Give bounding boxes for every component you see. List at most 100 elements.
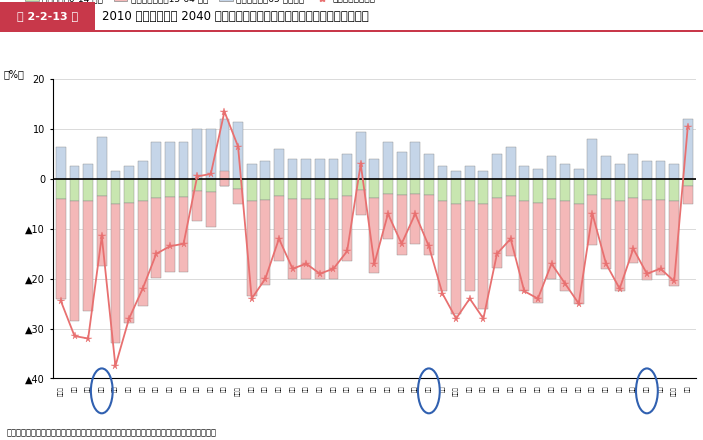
Bar bbox=[70, 166, 79, 179]
Bar bbox=[520, 202, 529, 291]
Text: 東京: 東京 bbox=[221, 386, 227, 392]
Text: 栃木: 栃木 bbox=[167, 386, 173, 392]
Bar bbox=[233, 179, 243, 189]
Bar bbox=[124, 203, 134, 323]
Bar bbox=[437, 166, 447, 179]
Bar bbox=[260, 179, 270, 200]
Bar bbox=[260, 161, 270, 179]
Bar bbox=[342, 154, 352, 179]
Text: 千葉: 千葉 bbox=[208, 386, 214, 392]
Bar bbox=[138, 161, 148, 179]
Bar bbox=[520, 179, 529, 202]
Bar bbox=[642, 161, 652, 179]
Bar bbox=[601, 179, 611, 199]
Bar bbox=[56, 147, 66, 179]
Bar bbox=[656, 200, 666, 275]
Bar bbox=[683, 179, 692, 187]
Bar bbox=[451, 204, 461, 314]
Bar bbox=[601, 157, 611, 179]
Bar bbox=[165, 198, 175, 272]
Text: 第 2-2-13 図: 第 2-2-13 図 bbox=[17, 11, 78, 22]
Bar bbox=[110, 172, 120, 179]
Bar bbox=[124, 179, 134, 203]
Text: 香川: 香川 bbox=[549, 386, 554, 392]
Bar bbox=[424, 179, 434, 195]
Bar bbox=[396, 179, 406, 195]
Bar bbox=[628, 179, 638, 198]
Text: 2010 年と比較した 2040 年の都道府県別人口増加率及び年齢階級別寄与度: 2010 年と比較した 2040 年の都道府県別人口増加率及び年齢階級別寄与度 bbox=[102, 10, 368, 23]
Bar bbox=[356, 179, 366, 190]
Bar bbox=[383, 142, 393, 179]
Bar bbox=[396, 151, 406, 179]
Bar bbox=[288, 199, 297, 279]
Bar bbox=[110, 179, 120, 204]
Text: 島根: 島根 bbox=[481, 386, 486, 392]
Bar bbox=[533, 169, 543, 179]
Text: 石川: 石川 bbox=[276, 386, 282, 392]
Bar bbox=[588, 139, 598, 179]
Text: 神奈川: 神奈川 bbox=[236, 386, 241, 396]
Bar bbox=[505, 179, 515, 196]
Bar bbox=[560, 179, 570, 202]
Bar bbox=[547, 179, 556, 199]
Bar bbox=[56, 179, 66, 199]
Bar bbox=[411, 194, 420, 244]
Bar bbox=[669, 179, 679, 202]
Bar bbox=[628, 198, 638, 263]
Bar bbox=[370, 159, 379, 179]
Bar bbox=[233, 189, 243, 204]
Bar bbox=[124, 166, 134, 179]
Bar bbox=[424, 195, 434, 255]
Text: 高知: 高知 bbox=[576, 386, 581, 392]
Bar bbox=[479, 172, 489, 179]
Text: 新潟: 新潟 bbox=[249, 386, 254, 392]
Text: 青森: 青森 bbox=[72, 386, 77, 392]
Bar bbox=[492, 179, 502, 198]
Bar bbox=[247, 164, 257, 179]
Bar bbox=[315, 199, 325, 279]
Bar bbox=[302, 199, 311, 279]
Bar bbox=[83, 202, 93, 311]
Bar bbox=[547, 157, 556, 179]
Bar bbox=[492, 198, 502, 268]
Bar bbox=[683, 119, 692, 179]
Bar bbox=[193, 179, 202, 191]
Text: 宮崎: 宮崎 bbox=[658, 386, 664, 392]
Text: 秋田: 秋田 bbox=[112, 386, 118, 392]
Bar bbox=[328, 199, 338, 279]
Bar bbox=[179, 142, 188, 179]
Legend: 年少人口（0-14 歳）, 生産年齢人口（15-64 歳）, 高齢者人口（65 歳以上）, 合計の人口増加率: 年少人口（0-14 歳）, 生産年齢人口（15-64 歳）, 高齢者人口（65 … bbox=[25, 0, 375, 3]
Bar bbox=[206, 129, 216, 179]
Bar bbox=[356, 132, 366, 179]
Text: 福井: 福井 bbox=[290, 386, 295, 392]
Bar bbox=[328, 179, 338, 199]
Bar bbox=[302, 159, 311, 179]
Bar bbox=[396, 195, 406, 255]
Bar bbox=[206, 179, 216, 192]
Bar bbox=[97, 179, 107, 196]
Bar bbox=[574, 204, 583, 304]
Bar bbox=[505, 196, 515, 256]
Bar bbox=[356, 190, 366, 215]
Bar bbox=[479, 179, 489, 204]
Bar bbox=[656, 161, 666, 179]
Text: 大阪: 大阪 bbox=[413, 386, 418, 392]
Bar bbox=[193, 129, 202, 179]
Bar bbox=[560, 164, 570, 179]
Bar bbox=[274, 196, 284, 261]
Text: 福岡: 福岡 bbox=[590, 386, 595, 392]
Text: 長崎: 長崎 bbox=[617, 386, 622, 392]
Bar bbox=[479, 204, 489, 308]
Bar bbox=[219, 172, 229, 187]
Text: 兵庫: 兵庫 bbox=[426, 386, 432, 392]
Bar bbox=[179, 198, 188, 272]
Bar bbox=[342, 196, 352, 261]
Text: 熊本: 熊本 bbox=[631, 386, 636, 392]
Bar bbox=[83, 179, 93, 202]
Bar bbox=[588, 195, 598, 245]
Bar bbox=[193, 191, 202, 221]
Text: 徳島: 徳島 bbox=[535, 386, 541, 392]
Bar bbox=[370, 179, 379, 198]
Text: 山形: 山形 bbox=[127, 386, 132, 392]
Text: 北海道: 北海道 bbox=[58, 386, 64, 396]
